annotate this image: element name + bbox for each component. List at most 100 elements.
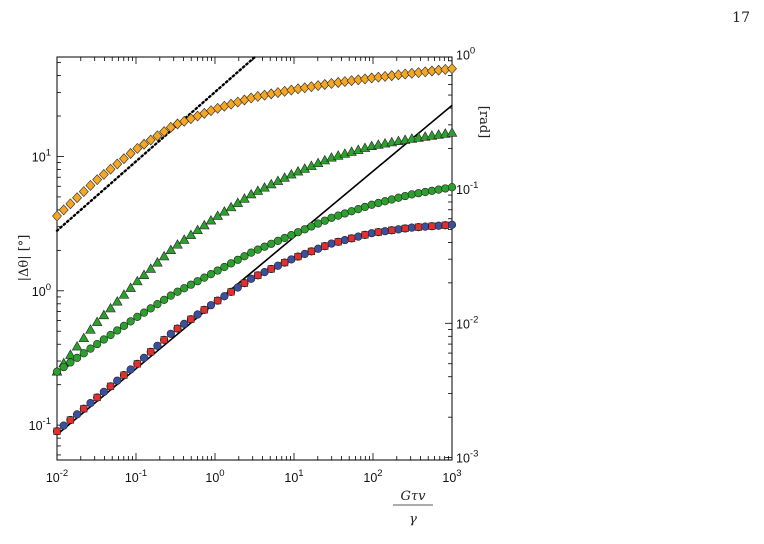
- circle-marker: [220, 292, 229, 301]
- circle-marker: [441, 184, 450, 193]
- circle-marker: [200, 273, 209, 282]
- circle-marker: [119, 321, 129, 331]
- y-axis-left-label: |Δθ| [°]: [17, 235, 32, 282]
- y-axis-right-label: [rad]: [476, 106, 491, 138]
- x-tick-label: 100: [205, 468, 224, 485]
- diamond-marker: [78, 186, 89, 198]
- square-marker: [66, 416, 74, 424]
- diamond-marker: [165, 121, 176, 133]
- circle-marker: [72, 353, 82, 362]
- tick-labels: 10-2 10-1 100 101 102 103 10-1 100 101 10-3 10-2 10…: [29, 46, 479, 485]
- circle-marker: [421, 187, 430, 197]
- square-marker: [254, 271, 262, 279]
- x-tick-label: 102: [363, 468, 382, 485]
- circle-marker: [99, 335, 108, 344]
- diamond-marker: [92, 174, 103, 186]
- square-marker: [147, 348, 155, 356]
- square-marker: [347, 234, 356, 242]
- square-marker: [307, 247, 316, 255]
- triangle-marker: [118, 289, 130, 299]
- circle-marker: [139, 353, 149, 362]
- triangle-marker: [91, 316, 103, 326]
- triangle-marker: [98, 309, 110, 320]
- circle-marker: [447, 220, 457, 229]
- circle-marker: [340, 235, 349, 245]
- circle-marker: [240, 252, 249, 261]
- triangle-marker: [138, 269, 150, 279]
- diamond-marker: [139, 138, 149, 150]
- diamond-marker: [125, 148, 136, 159]
- circle-marker: [354, 232, 363, 241]
- square-marker: [93, 393, 101, 402]
- circle-marker: [233, 283, 242, 292]
- circle-marker: [126, 365, 135, 374]
- circle-marker: [374, 198, 383, 208]
- triangle-marker: [446, 127, 458, 137]
- square-marker: [173, 324, 182, 333]
- triangle-marker: [165, 244, 177, 254]
- circle-marker: [213, 266, 222, 275]
- circle-marker: [427, 186, 437, 195]
- square-marker: [281, 258, 289, 267]
- diamond-marker: [58, 204, 69, 216]
- circle-marker: [180, 319, 189, 328]
- triangle-marker: [198, 219, 210, 230]
- circle-marker: [434, 185, 443, 194]
- circle-marker: [380, 227, 390, 236]
- square-marker: [187, 315, 195, 323]
- axis-ticks: [56, 57, 453, 460]
- triangle-marker: [158, 250, 170, 261]
- plot-frame: [56, 56, 453, 461]
- y-tick-label-left: 100: [32, 282, 51, 299]
- diamond-marker: [72, 192, 82, 204]
- circle-marker: [394, 193, 403, 202]
- circle-marker: [66, 358, 75, 367]
- y-tick-label-right: 10-1: [456, 180, 478, 197]
- circle-marker: [407, 190, 416, 199]
- circle-marker: [387, 195, 396, 204]
- triangle-marker: [111, 296, 123, 306]
- square-marker: [361, 231, 369, 239]
- circle-marker: [72, 410, 82, 419]
- circle-marker: [180, 284, 189, 293]
- y-tick-label-right: 100: [456, 46, 475, 63]
- circle-marker: [247, 248, 256, 257]
- circle-marker: [153, 341, 162, 350]
- circle-marker: [113, 376, 122, 385]
- square-marker: [294, 252, 302, 261]
- circle-marker: [153, 300, 162, 309]
- circle-marker: [327, 239, 336, 248]
- square-marker: [334, 238, 342, 246]
- diamond-marker: [85, 179, 96, 191]
- triangle-marker: [105, 302, 116, 313]
- circle-marker: [401, 191, 410, 201]
- triangle-marker: [85, 324, 96, 334]
- y-tick-label-right: 10-3: [456, 449, 478, 466]
- circle-marker: [447, 183, 457, 192]
- circle-marker: [206, 270, 216, 279]
- triangle-marker: [152, 257, 163, 267]
- circle-marker: [86, 399, 95, 408]
- circle-marker: [193, 310, 202, 319]
- triangle-marker: [172, 239, 183, 249]
- square-marker: [120, 371, 128, 379]
- square-marker: [133, 360, 141, 368]
- square-marker: [428, 222, 436, 230]
- circle-marker: [79, 349, 88, 358]
- circle-marker: [133, 312, 142, 321]
- square-marker: [80, 405, 88, 413]
- circle-marker: [394, 225, 403, 234]
- circle-marker: [166, 329, 175, 338]
- circle-marker: [380, 197, 390, 206]
- circle-marker: [160, 295, 169, 304]
- triangle-marker: [125, 282, 136, 292]
- circle-marker: [93, 339, 102, 349]
- circle-marker: [113, 326, 122, 335]
- circle-marker: [220, 262, 229, 272]
- triangle-marker: [185, 229, 197, 239]
- square-marker: [441, 221, 449, 229]
- x-tick-label: 10-1: [125, 468, 147, 485]
- circle-marker: [247, 274, 256, 283]
- y-tick-label-left: 101: [32, 147, 51, 164]
